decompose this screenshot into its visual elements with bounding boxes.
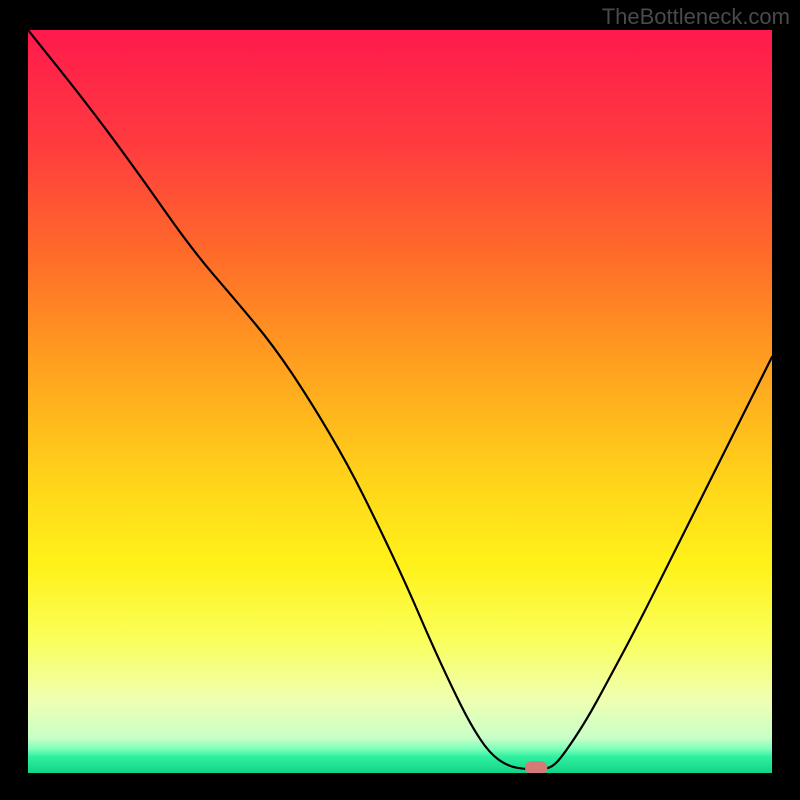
bottleneck-chart [28,30,772,773]
chart-background [28,30,772,773]
optimum-marker [525,761,547,773]
attribution-text: TheBottleneck.com [602,4,790,30]
